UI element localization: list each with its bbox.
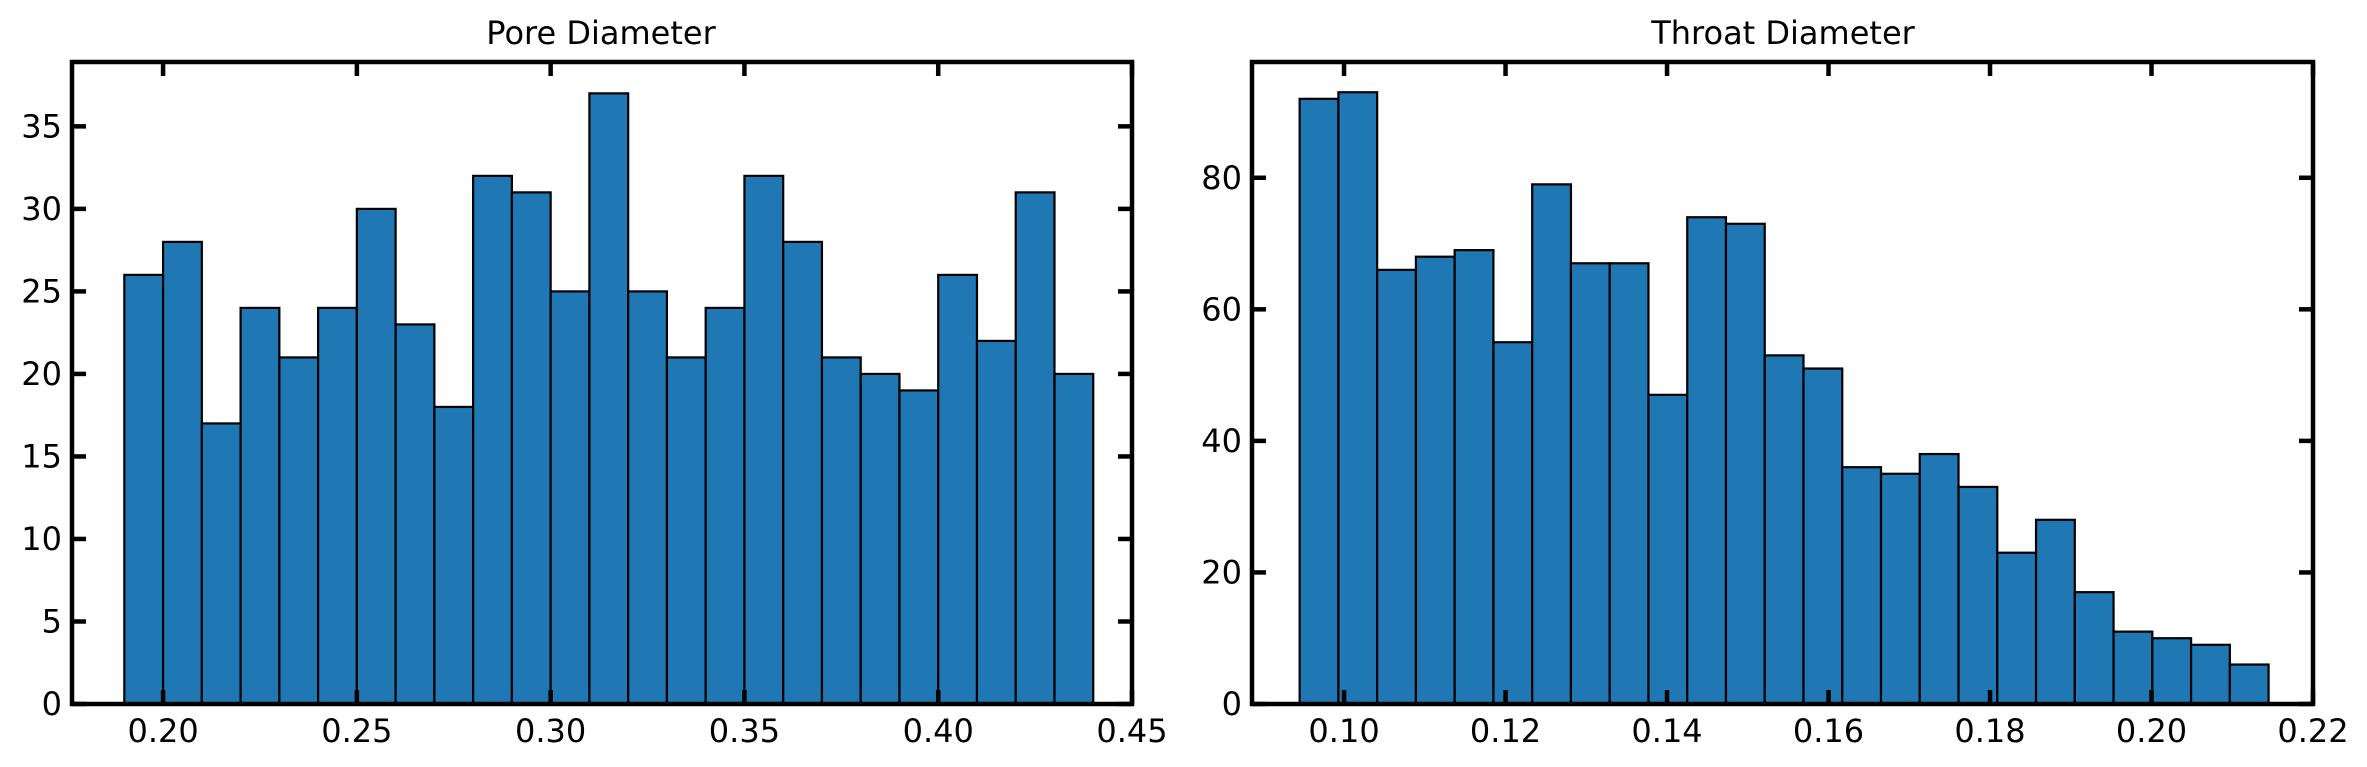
pore-diameter-bar: [937, 273, 979, 706]
pore-diameter-x-tick-label: 0.30: [515, 712, 586, 750]
pore-diameter-ticks: 0.20 0.25 0.30 0.35 0.40 0.45 0 5 10 15 20 25 30 35: [21, 62, 1168, 750]
throat-diameter-x-tick-label: 0.14: [1631, 712, 1702, 750]
throat-diameter-bars: [1298, 91, 2270, 706]
pore-diameter-bars: [123, 92, 1095, 706]
pore-diameter-bar: [433, 405, 475, 706]
throat-diameter-y-tick-label: 80: [1201, 159, 1242, 197]
throat-diameter-x-tick-label: 0.20: [2116, 712, 2187, 750]
pore-diameter-x-tick-label: 0.45: [1096, 712, 1167, 750]
pore-diameter-bar: [665, 356, 707, 706]
throat-diameter-title: Throat Diameter: [1650, 14, 1915, 52]
throat-diameter-bar: [2151, 637, 2193, 706]
throat-diameter-bar: [2034, 518, 2076, 706]
pore-diameter-bar: [782, 240, 824, 706]
pore-diameter-bar: [627, 290, 669, 706]
pore-diameter-bar: [743, 174, 785, 706]
pore-diameter-y-tick-label: 0: [42, 685, 62, 723]
pore-diameter-y-tick-label: 35: [21, 107, 62, 145]
pore-diameter-title: Pore Diameter: [486, 14, 716, 52]
pore-diameter-x-tick-label: 0.35: [709, 712, 780, 750]
pore-diameter-bar: [161, 240, 203, 706]
pore-diameter-bar: [472, 174, 513, 706]
throat-diameter-bar: [1337, 91, 1379, 706]
pore-diameter-bar: [1053, 372, 1095, 706]
throat-diameter-bar: [1531, 183, 1573, 706]
pore-diameter-bar: [820, 356, 862, 706]
throat-diameter-y-tick-label: 0: [1222, 685, 1242, 723]
pore-diameter-y-tick-label: 20: [21, 355, 62, 393]
throat-diameter-bar: [1376, 268, 1418, 706]
throat-diameter-bar: [1957, 485, 1999, 706]
throat-diameter-bar: [2112, 630, 2154, 706]
pore-diameter-y-tick-label: 10: [21, 520, 62, 558]
pore-diameter-y-tick-label: 5: [42, 602, 62, 640]
throat-diameter-y-tick-label: 40: [1201, 422, 1242, 460]
pore-diameter-bar: [394, 323, 436, 706]
throat-diameter-bar: [2073, 591, 2115, 706]
throat-diameter-panel: Throat Diameter 0.10 0.12 0.14 0.16 0.18 0.20…: [1201, 14, 2348, 750]
throat-diameter-bar: [1841, 466, 1883, 706]
throat-diameter-x-tick-label: 0.22: [2277, 712, 2348, 750]
pore-diameter-y-tick-label: 30: [21, 190, 62, 228]
pore-diameter-bar: [355, 207, 397, 706]
throat-diameter-bar: [1647, 393, 1689, 706]
throat-diameter-plot-frame: [1249, 59, 2316, 707]
throat-diameter-ticks: 0.10 0.12 0.14 0.16 0.18 0.20 0.22 0 20 40 60 80: [1201, 62, 2349, 750]
pore-diameter-bar: [549, 290, 591, 706]
pore-diameter-bar: [1014, 191, 1056, 706]
pore-diameter-x-tick-label: 0.25: [321, 712, 392, 750]
throat-diameter-bar: [1918, 452, 1960, 706]
throat-diameter-y-tick-label: 60: [1201, 290, 1242, 328]
throat-diameter-bar: [1569, 262, 1611, 706]
throat-diameter-bar: [1686, 216, 1728, 706]
throat-diameter-bar: [1453, 249, 1495, 706]
throat-diameter-bar: [2228, 663, 2270, 706]
throat-diameter-bar: [1879, 472, 1921, 706]
pore-diameter-bar: [975, 339, 1017, 706]
pore-diameter-bar: [317, 306, 358, 706]
pore-diameter-bar: [704, 306, 746, 706]
throat-diameter-bar: [1608, 262, 1650, 706]
throat-diameter-x-tick-label: 0.18: [1954, 712, 2025, 750]
throat-diameter-bar: [1802, 367, 1844, 706]
pore-diameter-panel: Pore Diameter 0.20 0.25 0.30 0.35 0.40 0.45 0 5…: [21, 14, 1167, 750]
pore-diameter-bar: [898, 389, 940, 706]
pore-diameter-bar: [588, 92, 630, 706]
pore-diameter-bar: [123, 273, 165, 706]
pore-diameter-y-tick-label: 15: [21, 437, 62, 475]
pore-diameter-x-tick-label: 0.40: [903, 712, 974, 750]
pore-diameter-bar: [278, 356, 320, 706]
throat-diameter-bar: [1298, 97, 1340, 706]
pore-diameter-bar: [510, 191, 552, 706]
throat-diameter-x-tick-label: 0.10: [1308, 712, 1379, 750]
throat-diameter-y-tick-label: 20: [1201, 553, 1242, 591]
throat-diameter-bar: [2189, 643, 2231, 706]
throat-diameter-x-tick-label: 0.16: [1793, 712, 1864, 750]
throat-diameter-bar: [1996, 551, 2038, 706]
throat-diameter-x-tick-label: 0.12: [1470, 712, 1541, 750]
pore-diameter-bar: [200, 422, 242, 706]
pore-diameter-bar: [859, 372, 901, 706]
throat-diameter-bar: [1763, 354, 1805, 706]
pore-diameter-x-tick-label: 0.20: [127, 712, 198, 750]
pore-diameter-y-tick-label: 25: [21, 272, 62, 310]
pore-diameter-plot-frame: [69, 59, 1135, 707]
pore-diameter-bar: [239, 306, 281, 706]
throat-diameter-bar: [1414, 255, 1456, 706]
throat-diameter-bar: [1492, 341, 1534, 706]
throat-diameter-bar: [1724, 222, 1766, 706]
